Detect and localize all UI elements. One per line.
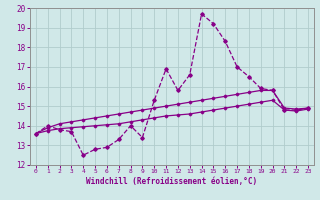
X-axis label: Windchill (Refroidissement éolien,°C): Windchill (Refroidissement éolien,°C)	[86, 177, 258, 186]
